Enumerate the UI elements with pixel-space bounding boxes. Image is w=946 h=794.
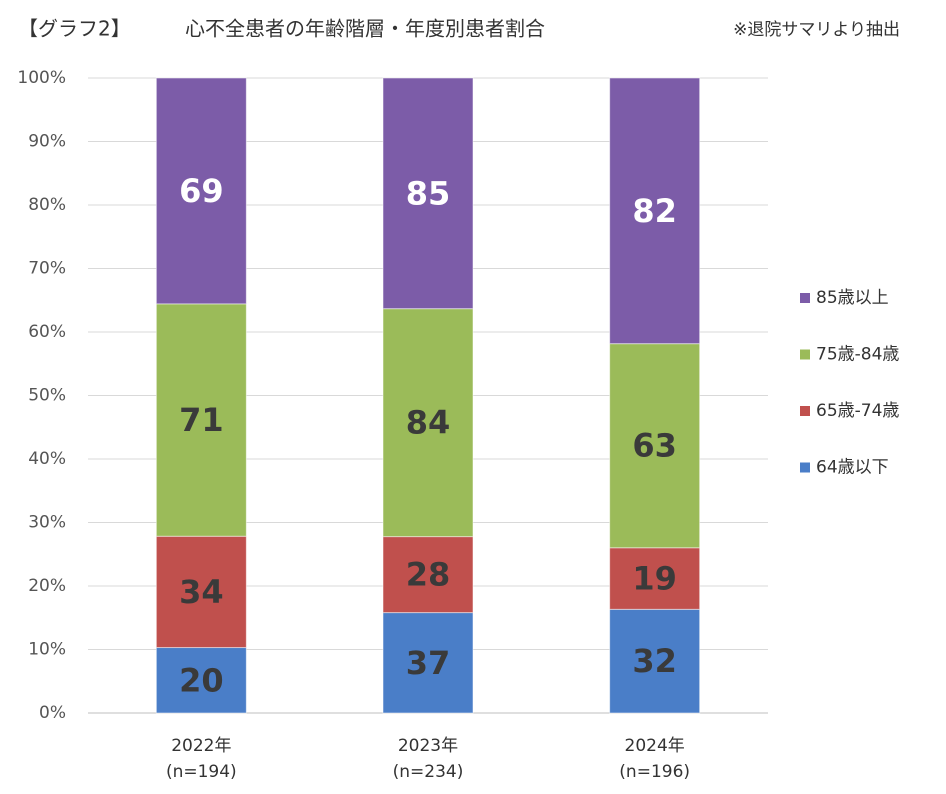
y-tick-label: 90% bbox=[28, 132, 66, 152]
bar-segment bbox=[382, 536, 474, 614]
legend-marker bbox=[800, 349, 810, 360]
data-label: 85 bbox=[406, 174, 451, 212]
data-label: 37 bbox=[406, 644, 451, 682]
data-label: 69 bbox=[179, 172, 224, 210]
data-label: 32 bbox=[632, 642, 677, 680]
x-tick-label: 2022年 bbox=[171, 736, 231, 756]
bar-segment bbox=[382, 77, 474, 310]
x-tick-sublabel: (n=196) bbox=[619, 762, 690, 782]
data-label: 63 bbox=[632, 427, 677, 465]
x-tick-sublabel: (n=234) bbox=[393, 762, 464, 782]
x-tick-label: 2024年 bbox=[625, 736, 685, 756]
bar-segment bbox=[382, 612, 474, 714]
legend-marker bbox=[800, 462, 810, 473]
y-tick-label: 60% bbox=[28, 322, 66, 342]
legend-label: 75歳-84歳 bbox=[816, 345, 899, 365]
legend-label: 85歳以上 bbox=[816, 288, 889, 308]
data-label: 34 bbox=[179, 573, 224, 611]
y-tick-label: 70% bbox=[28, 259, 66, 279]
bar-segment bbox=[609, 547, 701, 610]
x-tick-label: 2023年 bbox=[398, 736, 458, 756]
y-tick-label: 80% bbox=[28, 195, 66, 215]
x-tick-sublabel: (n=194) bbox=[166, 762, 237, 782]
y-tick-label: 100% bbox=[17, 68, 66, 88]
chart-title-tag: 【グラフ2】 bbox=[18, 17, 131, 41]
legend-marker bbox=[800, 293, 810, 303]
y-tick-label: 20% bbox=[28, 576, 66, 596]
data-label: 19 bbox=[632, 560, 677, 598]
bar-segment bbox=[382, 308, 474, 538]
bar-segment bbox=[155, 647, 247, 714]
chart-title: 心不全患者の年齢階層・年度別患者割合 bbox=[185, 17, 545, 41]
data-label: 20 bbox=[179, 661, 224, 699]
y-tick-label: 30% bbox=[28, 513, 66, 533]
y-tick-label: 0% bbox=[39, 703, 66, 723]
legend-label: 64歳以下 bbox=[816, 458, 889, 478]
data-label: 84 bbox=[406, 404, 451, 442]
y-tick-label: 40% bbox=[28, 449, 66, 469]
bar-segment bbox=[155, 77, 247, 305]
bar-segment bbox=[609, 77, 701, 345]
data-label: 71 bbox=[179, 401, 224, 439]
data-label: 82 bbox=[632, 192, 677, 230]
legend-label: 65歳-74歳 bbox=[816, 401, 899, 421]
data-label: 28 bbox=[406, 556, 451, 594]
y-tick-label: 10% bbox=[28, 640, 66, 660]
legend-marker bbox=[800, 406, 810, 416]
bar-segment bbox=[609, 343, 701, 549]
bar-segment bbox=[155, 535, 247, 649]
chart-note: ※退院サマリより抽出 bbox=[733, 20, 900, 40]
y-tick-label: 50% bbox=[28, 386, 66, 406]
